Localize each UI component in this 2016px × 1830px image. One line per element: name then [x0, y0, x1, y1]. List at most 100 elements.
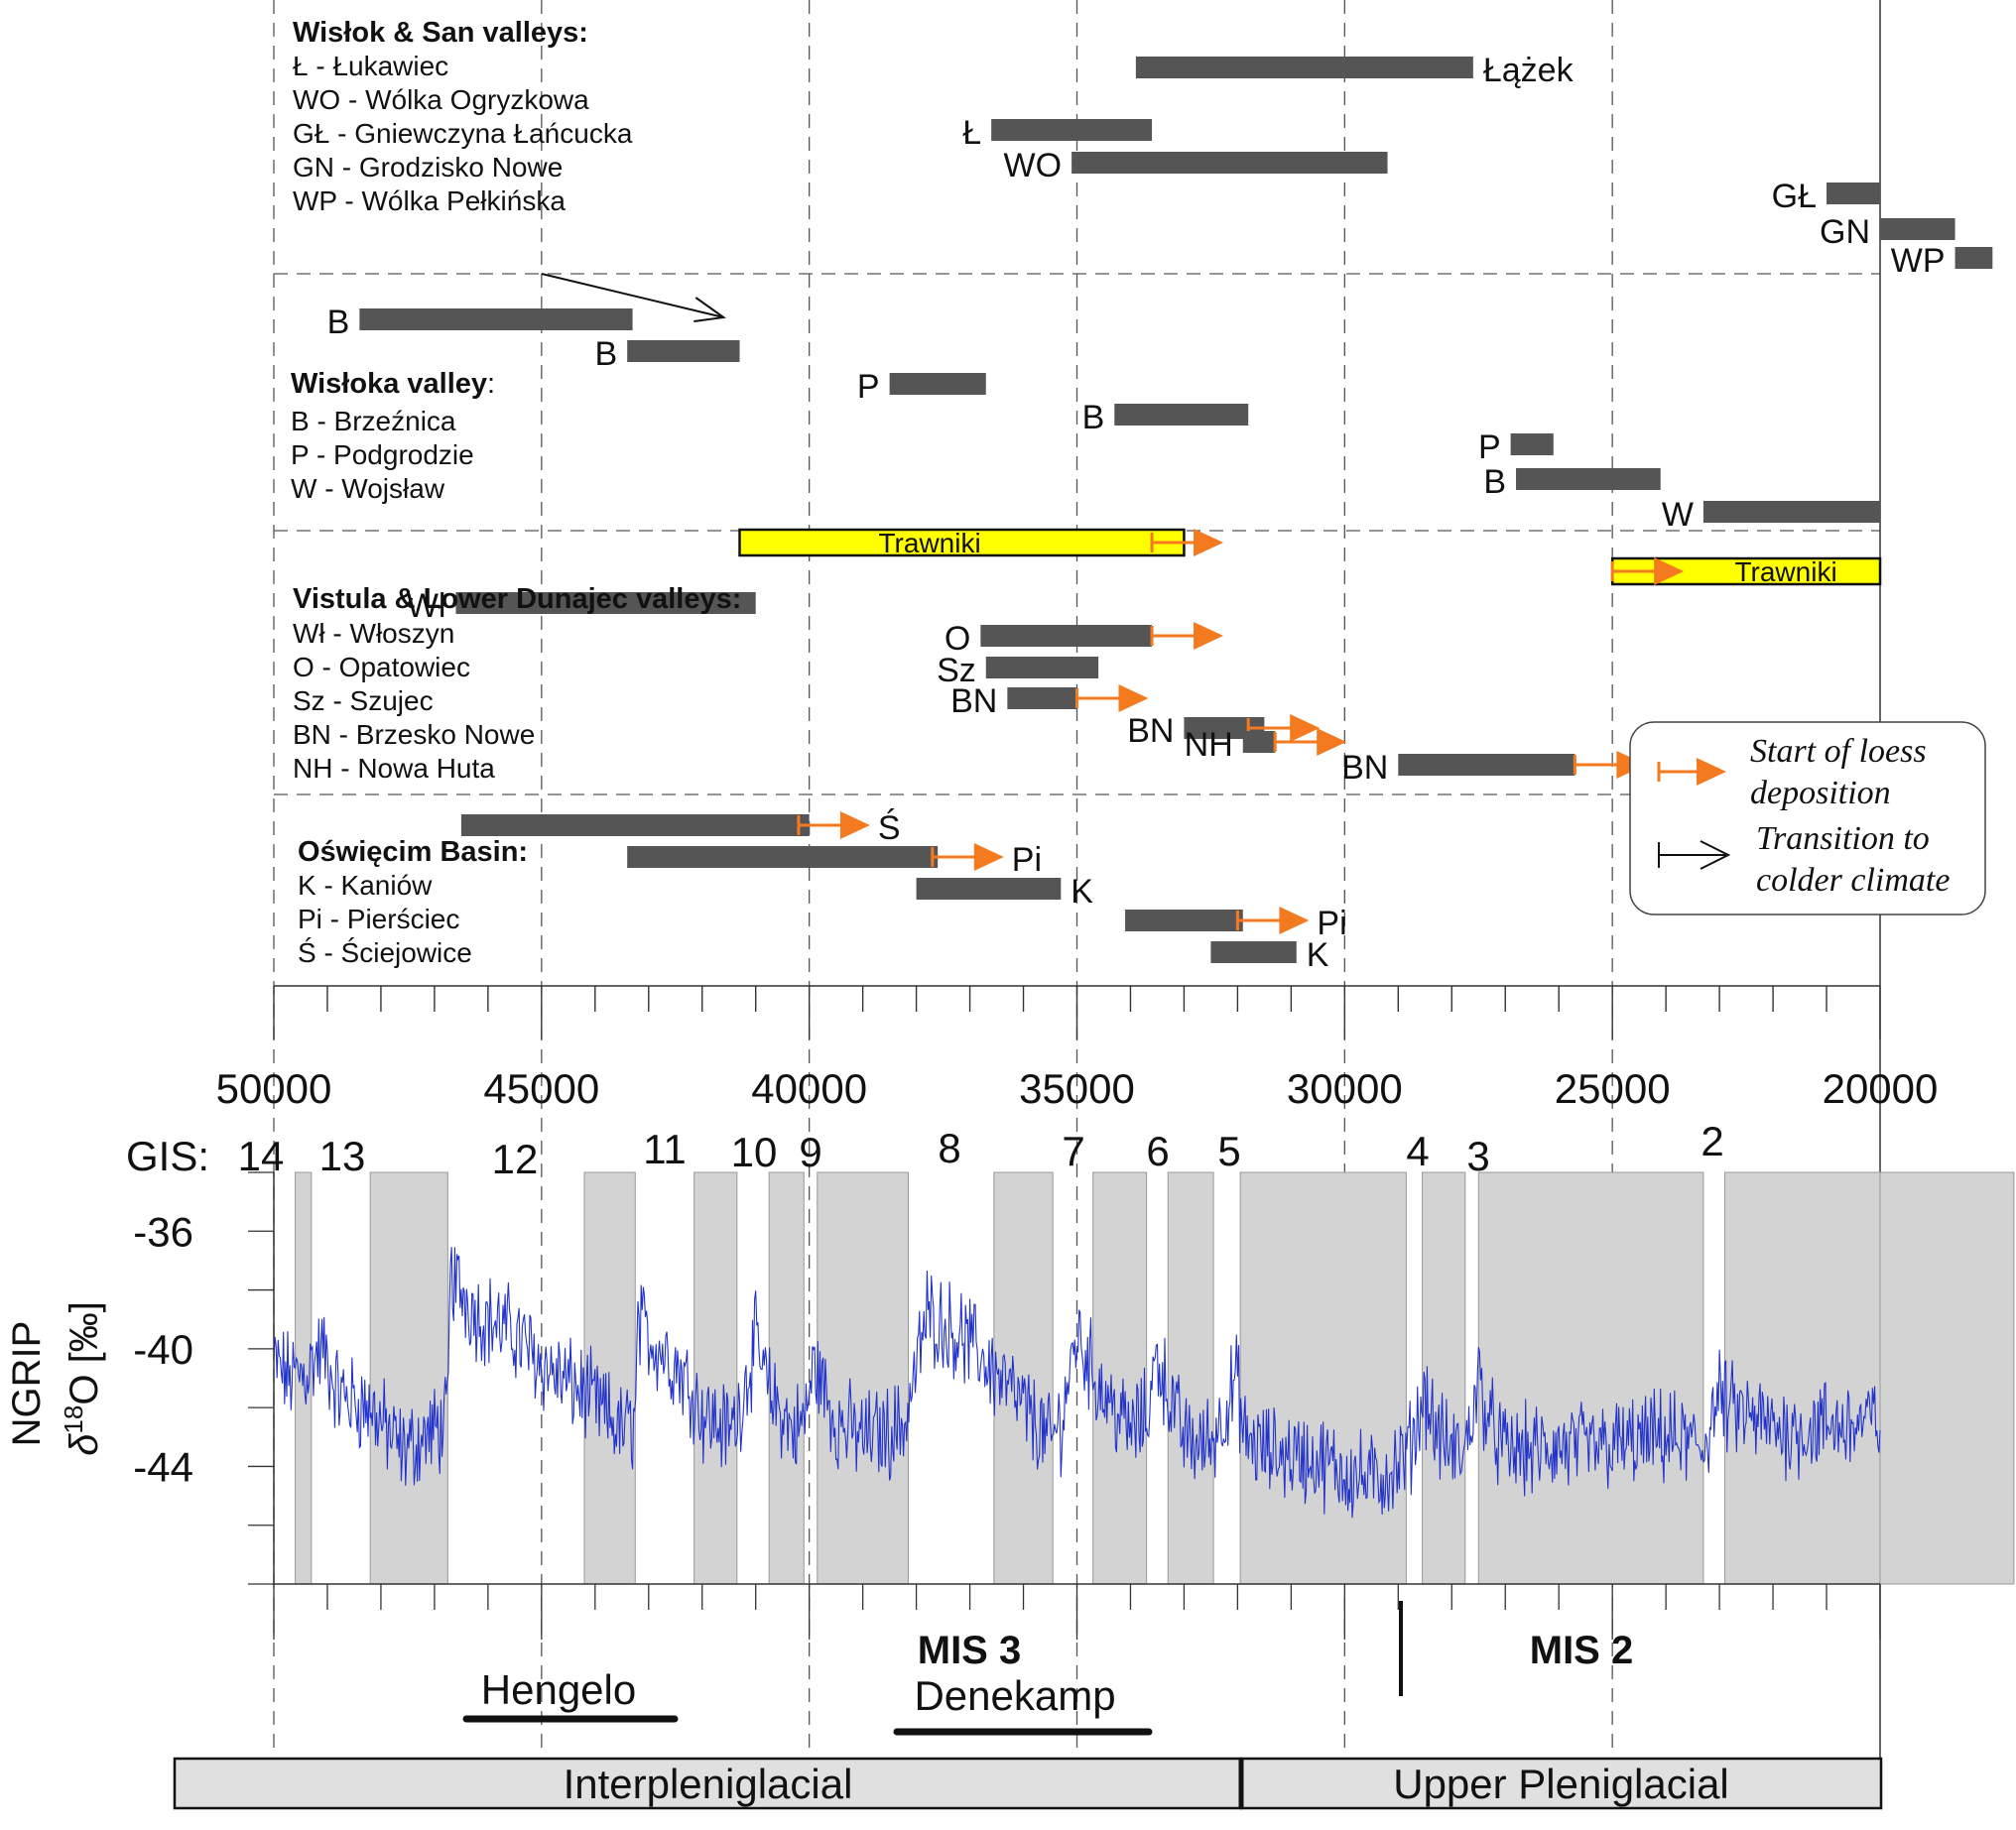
date-range-bar — [1242, 731, 1276, 753]
gis-event-label: 2 — [1701, 1118, 1723, 1164]
date-range-bar — [455, 592, 756, 614]
x-tick-label: 35000 — [1019, 1065, 1135, 1112]
bar-site-label: GN — [1820, 213, 1870, 251]
text-layer: 50000 45000 40000 35000 30000 25000 20000 -36 -4… — [5, 17, 1950, 1807]
gis-event-label: 3 — [1466, 1133, 1489, 1179]
panel-title: Oświęcim Basin: — [298, 836, 528, 868]
loess-arrow-head — [1317, 728, 1347, 756]
x-tick-label: 40000 — [751, 1065, 867, 1112]
panel-key-item: BN - Brzesko Nowe — [293, 719, 535, 750]
bar-site-label: K — [1071, 873, 1093, 911]
bar-site-label: B — [1483, 463, 1506, 501]
panel-title: Wisłok & San valleys: — [293, 17, 588, 49]
panel-key-item: Ł - Łukawiec — [293, 51, 448, 81]
gis-event-label: 14 — [238, 1133, 285, 1179]
period-box — [173, 1757, 1243, 1810]
panel-key-item: K - Kaniów — [298, 870, 433, 901]
transition-arrow-shaft — [541, 273, 724, 318]
signal-layer — [274, 1247, 1881, 1519]
date-range-bar — [627, 340, 740, 362]
period-label: Upper Pleniglacial — [1393, 1761, 1729, 1807]
bar-site-label: Pi — [1317, 905, 1346, 942]
gis-band — [993, 1171, 1054, 1585]
date-range-bar — [1125, 910, 1243, 931]
loess-arrow-head — [1279, 907, 1310, 934]
gis-band — [369, 1171, 448, 1585]
bar-site-label: NH — [1185, 726, 1233, 764]
y-tick-label: -40 — [133, 1326, 193, 1373]
panel-key-item: O - Opatowiec — [293, 652, 470, 682]
gis-event-label: 8 — [938, 1125, 960, 1171]
bar-site-label: W — [1662, 496, 1694, 534]
period-label: Interpleniglacial — [564, 1761, 853, 1807]
legend-label: Start of loess — [1750, 733, 1927, 770]
x-tick-label: 30000 — [1287, 1065, 1403, 1112]
bar-site-label: BN — [1341, 749, 1388, 787]
gis-event-label: 10 — [731, 1129, 778, 1175]
ngrip-series-line — [274, 1247, 1881, 1519]
gis-layer — [295, 1171, 2015, 1585]
bar-site-label: WP — [1891, 242, 1946, 280]
loess-arrow-head — [1118, 684, 1149, 712]
gis-event-label: 5 — [1217, 1128, 1240, 1174]
gis-prefix-label: GIS: — [126, 1133, 209, 1179]
gis-event-label: 6 — [1146, 1128, 1169, 1174]
bar-site-label: B — [1082, 399, 1105, 436]
trawniki-label: Trawniki — [878, 528, 980, 558]
loess-arrow-head — [1697, 758, 1726, 786]
gis-event-label: 12 — [492, 1136, 539, 1182]
x-tick-label: 20000 — [1823, 1065, 1939, 1112]
bar-site-label: BN — [1127, 712, 1174, 750]
y-tick-label: -44 — [133, 1443, 193, 1490]
bars-layer — [359, 57, 1993, 963]
date-range-bar — [1398, 754, 1575, 776]
bar-site-label: O — [945, 620, 970, 658]
legend-label: deposition — [1750, 775, 1891, 811]
date-range-bar — [1114, 404, 1249, 426]
bar-site-label: K — [1307, 936, 1329, 974]
panel-key-item: Ś - Ściejowice — [298, 936, 472, 968]
panel-title: Vistula & Lower Dunajec valleys: — [293, 583, 741, 615]
gis-band — [1723, 1171, 2015, 1585]
loess-arrow-head — [839, 811, 870, 839]
date-range-bar — [980, 625, 1153, 647]
date-range-bar — [1135, 57, 1473, 78]
mis-label: MIS 2 — [1530, 1629, 1633, 1672]
panel-key-item: GŁ - Gniewczyna Łańcucka — [293, 118, 633, 149]
gis-event-label: 13 — [319, 1133, 366, 1179]
panel-title: Wisłoka valley: — [291, 368, 495, 400]
date-range-bar — [1827, 183, 1880, 204]
bar-site-label: Łążek — [1483, 52, 1575, 89]
panel-key-item: Wł - Włoszyn — [293, 618, 454, 649]
date-range-bar — [1210, 941, 1297, 963]
loess-arrow-head — [1194, 529, 1224, 556]
bar-site-label: Pi — [1012, 841, 1042, 879]
gis-band — [1167, 1171, 1214, 1585]
panel-key-item: WP - Wólka Pełkińska — [293, 185, 566, 216]
axis-layer — [173, 985, 1883, 1810]
bar-site-label: Wł — [407, 587, 446, 625]
gis-band — [1239, 1171, 1407, 1585]
loess-arrow-head — [1290, 714, 1321, 742]
gis-band — [693, 1171, 738, 1585]
bar-site-label: Ś — [878, 808, 901, 847]
bar-site-label: GŁ — [1772, 178, 1817, 215]
panel-key-item: NH - Nowa Huta — [293, 753, 495, 784]
interstadial-label: Denekamp — [914, 1672, 1115, 1719]
date-range-bar — [985, 657, 1099, 678]
legend-black-head — [1700, 840, 1731, 870]
bar-site-label: B — [327, 304, 350, 341]
x-tick-label: 50000 — [216, 1065, 332, 1112]
gis-band — [1477, 1171, 1704, 1585]
date-range-bar — [991, 119, 1153, 141]
transition-arrow-head — [693, 297, 726, 322]
panel-key-item: WO - Wólka Ogryzkowa — [293, 84, 589, 115]
panel-key-item: Sz - Szujec — [293, 685, 434, 716]
trawniki-bar — [738, 528, 1186, 557]
x-tick-label: 45000 — [483, 1065, 599, 1112]
y-axis-label-line2: δ18O [‰] — [59, 1301, 106, 1456]
bar-site-label: Sz — [937, 652, 976, 689]
date-range-bar — [359, 308, 633, 330]
panel-key-item: P - Podgrodzie — [291, 439, 474, 470]
